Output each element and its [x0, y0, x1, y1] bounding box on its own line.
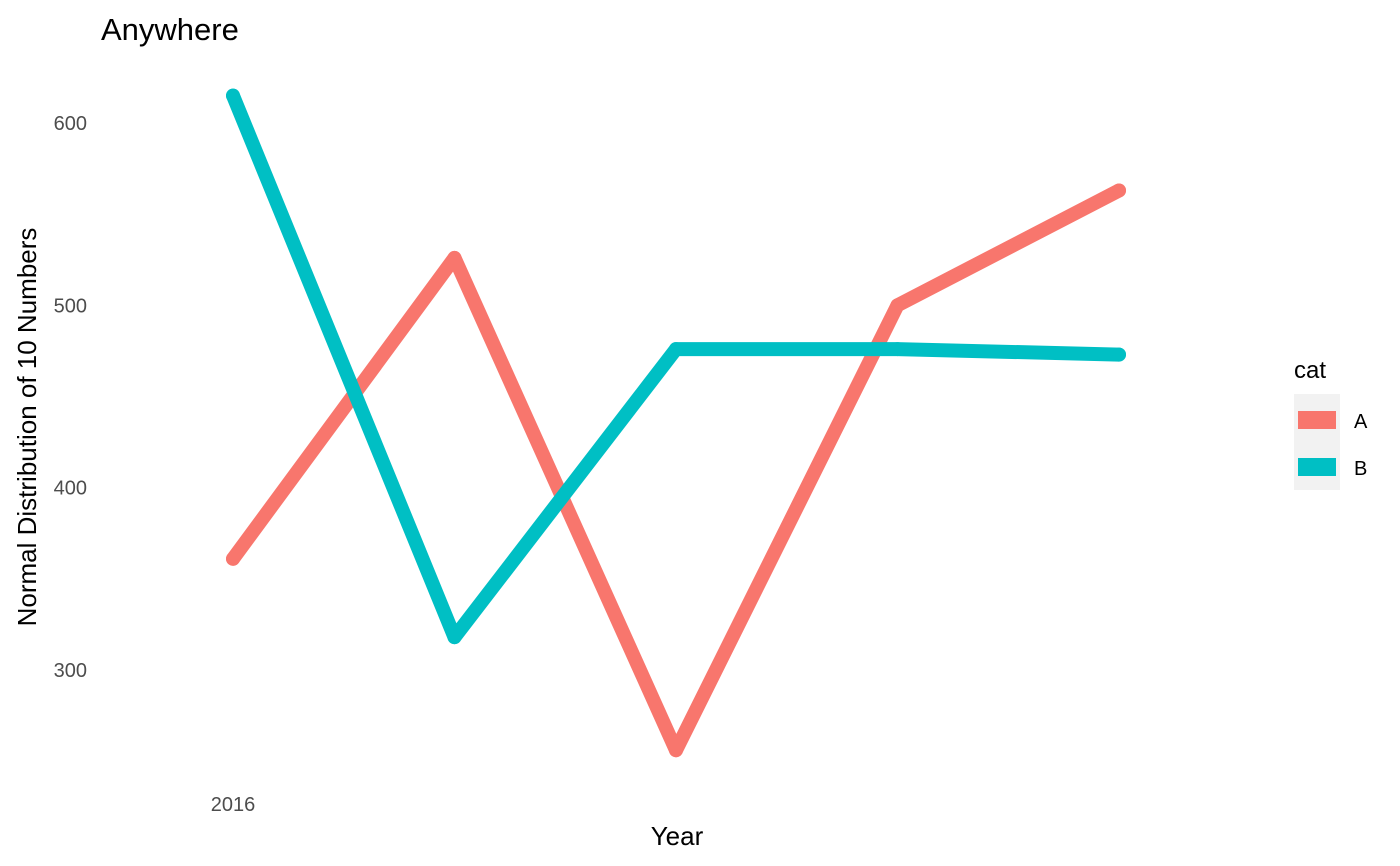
legend-key-A: [1298, 411, 1336, 429]
x-axis-title: Year: [651, 821, 704, 851]
data-point-A: [226, 551, 240, 566]
series-line-B: [226, 88, 1126, 645]
chart-title: Anywhere: [101, 12, 239, 47]
y-axis-ticks: 300 400 500 600: [54, 113, 87, 682]
data-point-B: [669, 342, 683, 357]
data-point-B: [226, 88, 240, 103]
y-tick-label: 600: [54, 113, 87, 135]
legend-label-A: A: [1354, 411, 1368, 433]
y-tick-label: 300: [54, 660, 87, 682]
legend: cat A B: [1294, 357, 1368, 490]
y-axis-title: Normal Distribution of 10 Numbers: [12, 228, 42, 627]
series-layer: [226, 88, 1126, 758]
legend-label-B: B: [1354, 458, 1367, 480]
legend-title: cat: [1294, 357, 1326, 384]
y-tick-label: 400: [54, 478, 87, 500]
legend-key-B: [1298, 458, 1336, 476]
data-point-B: [1112, 347, 1126, 362]
data-point-B: [447, 630, 462, 645]
data-point-A: [447, 250, 462, 265]
data-point-A: [890, 298, 905, 313]
y-tick-label: 500: [54, 295, 87, 317]
data-point-A: [669, 743, 683, 758]
x-tick-label: 2016: [211, 794, 256, 816]
data-point-A: [1112, 183, 1126, 198]
x-axis-ticks: 2016: [211, 794, 256, 816]
series-line-A: [226, 183, 1126, 758]
data-point-B: [890, 342, 905, 357]
